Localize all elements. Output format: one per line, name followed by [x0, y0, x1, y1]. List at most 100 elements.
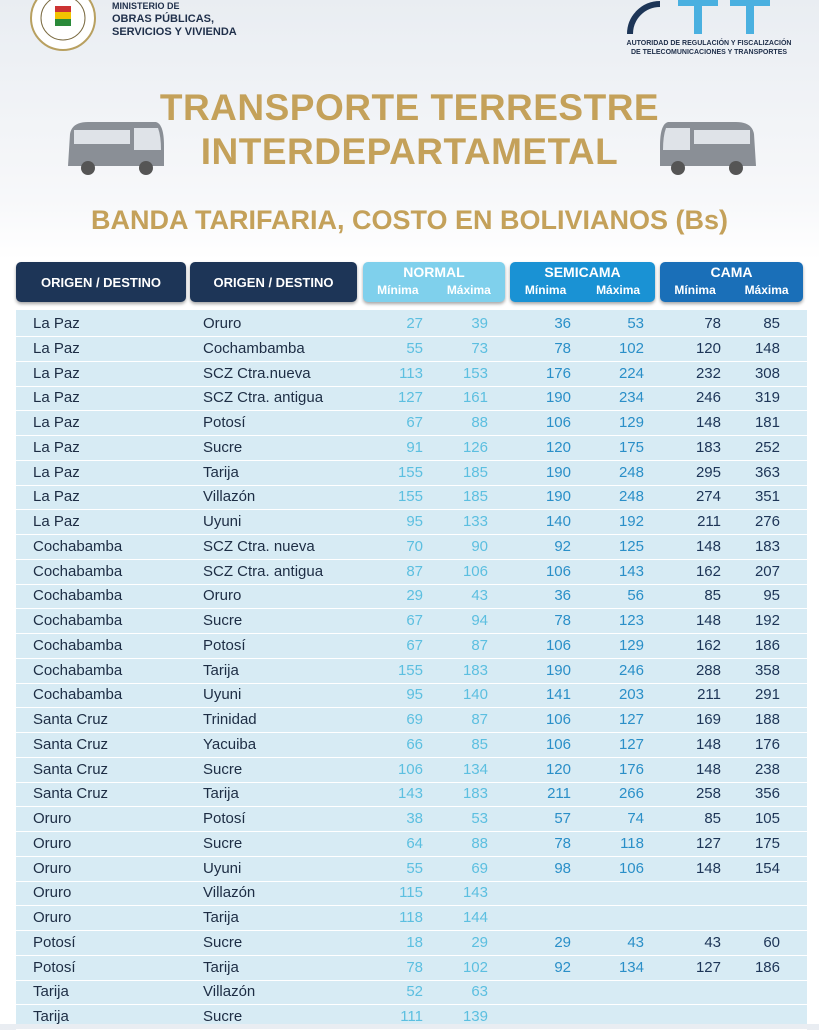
subcolumn-header: Mínima — [377, 283, 419, 297]
fare: 148 — [695, 414, 721, 431]
fare: 143 — [397, 785, 423, 803]
fare: 183 — [462, 785, 488, 803]
origin: La Paz — [33, 463, 80, 481]
fare: 52 — [406, 983, 423, 1001]
fare: 291 — [754, 686, 780, 704]
fare: 78 — [554, 339, 571, 357]
fare: 55 — [406, 339, 423, 357]
fare: 106 — [545, 562, 571, 580]
subcolumn-header: Máxima — [596, 283, 641, 297]
origin: Cochabamba — [33, 686, 123, 704]
fare: 211 — [697, 686, 721, 704]
fare: 127 — [695, 834, 721, 852]
origin: Cochabamba — [33, 537, 123, 555]
destination: Tarija — [203, 909, 239, 926]
fare: 53 — [627, 315, 644, 332]
fare: 186 — [754, 958, 780, 976]
fare: 175 — [618, 438, 644, 456]
table-row: Oruro Potosí 38 53 57 74 85 105 — [16, 807, 807, 832]
fare: 155 — [397, 661, 423, 679]
fare: 95 — [763, 587, 780, 605]
fare: 319 — [754, 389, 780, 407]
destination: Potosí — [203, 414, 246, 431]
table-row: La Paz SCZ Ctra. antigua 127 161 190 234 246 31… — [16, 386, 807, 412]
table-row: Cochabamba Uyuni 95 140 141 203 211 291 — [16, 683, 807, 709]
fare: 211 — [547, 785, 571, 803]
origin: Santa Cruz — [33, 760, 109, 778]
origin: Santa Cruz — [33, 711, 109, 728]
fare: 85 — [704, 810, 721, 827]
fare: 106 — [397, 760, 423, 778]
fare: 106 — [545, 735, 571, 753]
ministry-line: MINISTERIO DE — [112, 1, 180, 11]
fare: 105 — [754, 810, 780, 827]
destination: Sucre — [203, 612, 243, 629]
table-row: Santa Cruz Tarija 143 183 211 266 258 356 — [16, 782, 807, 808]
table-row: La Paz Oruro 27 39 36 53 78 85 — [16, 312, 807, 337]
fare: 203 — [618, 686, 644, 704]
fare: 125 — [618, 537, 644, 555]
fare: 113 — [399, 364, 423, 382]
fare: 274 — [695, 488, 721, 506]
destination: SCZ Ctra. nueva — [203, 537, 315, 555]
fare: 55 — [406, 859, 423, 877]
table-row: La Paz Potosí 67 88 106 129 148 181 — [16, 411, 807, 436]
fare: 169 — [695, 711, 721, 728]
fare: 67 — [406, 612, 423, 629]
destination: Potosí — [203, 810, 246, 827]
origin: La Paz — [33, 364, 80, 382]
fare: 134 — [462, 760, 488, 778]
fare: 87 — [406, 562, 423, 580]
fare: 186 — [754, 636, 780, 654]
fare: 60 — [763, 933, 780, 951]
fare: 192 — [754, 612, 780, 629]
origin: La Paz — [33, 389, 80, 407]
origin: Tarija — [33, 1008, 69, 1025]
group-title: NORMAL — [403, 264, 465, 280]
fare: 106 — [545, 636, 571, 654]
subtitle: BANDA TARIFARIA, COSTO EN BOLIVIANOS (Bs… — [90, 205, 729, 235]
fare: 92 — [554, 537, 571, 555]
fare: 88 — [471, 414, 488, 431]
fare: 148 — [695, 760, 721, 778]
fare: 161 — [462, 389, 488, 407]
fare: 211 — [697, 513, 721, 530]
fare: 190 — [545, 463, 571, 481]
destination: Villazón — [203, 983, 256, 1001]
origin: Tarija — [33, 983, 69, 1001]
destination: Uyuni — [203, 686, 242, 704]
authority-line: AUTORIDAD DE REGULACIÓN Y FISCALIZACIÓN — [626, 40, 792, 47]
origin: La Paz — [33, 488, 80, 506]
fare: 38 — [406, 810, 423, 827]
origin: La Paz — [33, 438, 80, 456]
table-row: La Paz Uyuni 95 133 140 192 211 276 — [16, 510, 807, 535]
fare: 126 — [462, 438, 488, 456]
fare: 18 — [406, 933, 423, 951]
group-title: CAMA — [710, 264, 753, 280]
fare: 148 — [754, 339, 780, 357]
table-row: Oruro Uyuni 55 69 98 106 148 154 — [16, 857, 807, 882]
group-header: SEMICAMA Mínima Máxima — [510, 262, 655, 302]
fare: 144 — [462, 909, 488, 926]
table-row: La Paz Sucre 91 126 120 175 183 252 — [16, 436, 807, 461]
fare: 140 — [545, 513, 571, 530]
fare: 148 — [695, 537, 721, 555]
fare: 29 — [406, 587, 423, 605]
fare: 276 — [754, 513, 780, 530]
destination: SCZ Ctra. antigua — [203, 389, 324, 407]
fare: 148 — [695, 859, 721, 877]
fare: 148 — [695, 612, 721, 629]
destination: Villazón — [203, 884, 256, 902]
table-row: Santa Cruz Trinidad 69 87 106 127 169 188 — [16, 708, 807, 733]
column-header: ORIGEN / DESTINO — [190, 262, 357, 302]
ministry: MINISTERIO DE OBRAS PÚBLICAS, SERVICIOS … — [112, 0, 237, 39]
destination: Oruro — [203, 587, 242, 605]
fare: 176 — [754, 735, 780, 753]
fare: 29 — [554, 933, 571, 951]
table-row: Santa Cruz Sucre 106 134 120 176 148 238 — [16, 758, 807, 783]
fare: 78 — [554, 612, 571, 629]
table-row: Cochabamba Potosí 67 87 106 129 162 186 — [16, 634, 807, 659]
table-row: Cochabamba SCZ Ctra. antigua 87 106 106 143 16… — [16, 560, 807, 585]
fare: 53 — [471, 810, 488, 827]
fare: 190 — [545, 661, 571, 679]
